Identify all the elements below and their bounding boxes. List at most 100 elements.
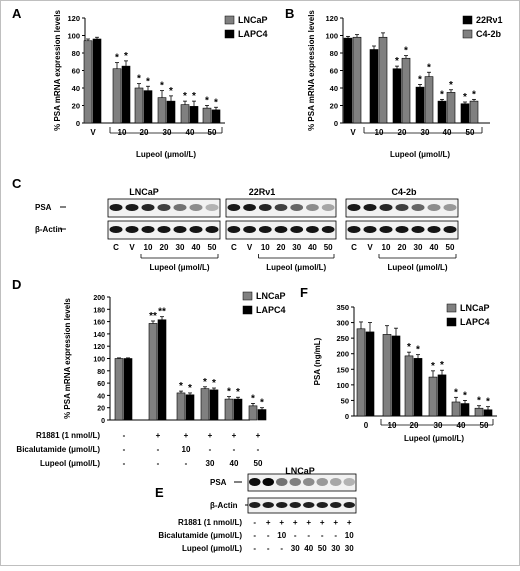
lane-label: C xyxy=(351,243,357,252)
legend-swatch xyxy=(446,317,457,327)
treatment-value: - xyxy=(253,531,256,540)
row-label-actin: β-Actin xyxy=(35,225,63,234)
y-tick-label: 20 xyxy=(97,406,105,413)
x-tick-label: 20 xyxy=(398,128,407,137)
bar-c4-2b xyxy=(352,36,362,124)
actin-band xyxy=(363,226,377,233)
legend-swatch xyxy=(462,15,473,25)
y-tick-label: 40 xyxy=(330,84,338,93)
x-tick-label: 10 xyxy=(118,128,127,137)
actin-band xyxy=(276,502,288,508)
treatment-row-label: Bicalutamide (μmol/L) xyxy=(158,531,242,540)
y-tick-label: 60 xyxy=(97,381,105,388)
psa-band xyxy=(262,478,274,486)
significance-mark: * xyxy=(183,91,187,102)
blot-2: C4-2b C V 10 20 30 40 50 Lupeol (μmol/L) xyxy=(345,187,459,272)
actin-band xyxy=(205,226,219,233)
significance-mark: ** xyxy=(149,311,157,322)
psa-band xyxy=(347,204,361,211)
psa-band xyxy=(321,204,335,211)
actin-band xyxy=(443,226,457,233)
treatment-value: - xyxy=(257,445,260,454)
treatment-value: - xyxy=(123,459,126,468)
treatment-value: 30 xyxy=(291,544,300,553)
actin-band xyxy=(243,226,256,233)
treatment-value: + xyxy=(156,431,161,440)
significance-mark: * xyxy=(486,397,490,408)
bar-lapc4 xyxy=(460,403,470,417)
significance-mark: * xyxy=(169,86,173,97)
treatment-row-label: R1881 (1 nmol/L) xyxy=(178,518,242,527)
treatment-value: + xyxy=(266,518,271,527)
bar-22r-1 xyxy=(415,86,425,124)
significance-mark: * xyxy=(431,361,435,372)
actin-band xyxy=(306,226,319,233)
significance-mark: * xyxy=(440,89,444,100)
lane-label: 40 xyxy=(430,243,439,252)
actin-band xyxy=(189,226,203,233)
lupeol-label: Lupeol (μmol/L) xyxy=(266,263,326,272)
psa-band xyxy=(411,204,425,211)
blot-title: 22Rν1 xyxy=(249,187,276,197)
treatment-value: - xyxy=(294,531,297,540)
legend-label: LAPC4 xyxy=(238,29,268,39)
actin-band xyxy=(379,226,393,233)
significance-mark: * xyxy=(188,383,192,394)
psa-band xyxy=(125,204,139,211)
treatment-value: + xyxy=(333,518,338,527)
actin-band xyxy=(274,226,288,233)
significance-mark: * xyxy=(146,76,150,87)
significance-mark: * xyxy=(418,75,422,86)
significance-mark: * xyxy=(395,56,399,67)
x-tick-label: 40 xyxy=(186,128,195,137)
bar-22r-1 xyxy=(437,100,447,124)
bar-lapc4 xyxy=(413,358,423,417)
treatment-value: 30 xyxy=(345,544,354,553)
x-tick-label: 50 xyxy=(480,421,489,430)
treatment-value: + xyxy=(208,431,213,440)
actin-band xyxy=(290,226,304,233)
y-tick-label: 200 xyxy=(336,350,349,359)
bar-lapc4 xyxy=(391,335,401,417)
row-label-actin: β-Actin xyxy=(210,501,238,510)
lane-label: 40 xyxy=(308,243,317,252)
actin-band xyxy=(427,226,441,233)
legend-label: LAPC4 xyxy=(256,305,286,315)
significance-mark: * xyxy=(416,345,420,356)
y-tick-label: 120 xyxy=(325,14,338,23)
bar-lncap xyxy=(180,104,190,124)
x-tick-label: 10 xyxy=(388,421,397,430)
lupeol-label: Lupeol (μmol/L) xyxy=(150,263,210,272)
psa-band xyxy=(303,478,315,486)
psa-band xyxy=(379,204,393,211)
actin-band xyxy=(303,502,315,508)
treatment-value: + xyxy=(306,518,311,527)
x-tick-label: 30 xyxy=(421,128,430,137)
significance-mark: * xyxy=(179,381,183,392)
x-axis-label: Lupeol (μmol/L) xyxy=(404,434,464,443)
psa-blot xyxy=(247,473,357,492)
treatment-value: - xyxy=(307,531,310,540)
lane-label: V xyxy=(367,243,373,252)
chart-a: A 0 20 40 60 80 100 120 % PSA mRNA expression le… xyxy=(12,6,268,159)
treatment-value: - xyxy=(280,544,283,553)
y-tick-label: 200 xyxy=(93,295,105,302)
blot-1: 22Rν1 C V 10 20 30 40 50 Lupeol (μmol/L) xyxy=(225,187,337,272)
psa-band xyxy=(427,204,441,211)
psa-band xyxy=(258,204,272,211)
y-axis-label: % PSA mRNA expression levels xyxy=(53,10,62,131)
y-tick-label: 100 xyxy=(93,357,105,364)
psa-band xyxy=(243,204,256,211)
bar-lncap xyxy=(474,407,484,417)
x-axis-label: Lupeol (μmol/L) xyxy=(390,150,450,159)
blot-title: LNCaP xyxy=(129,187,159,197)
bar-lncap xyxy=(356,328,366,417)
treatment-value: + xyxy=(279,518,284,527)
bar-lncap xyxy=(157,97,167,124)
significance-mark: ** xyxy=(158,307,166,318)
treatment-value: - xyxy=(157,459,160,468)
bar-c4-2b xyxy=(401,57,411,124)
bar-lapc4 xyxy=(257,409,267,421)
